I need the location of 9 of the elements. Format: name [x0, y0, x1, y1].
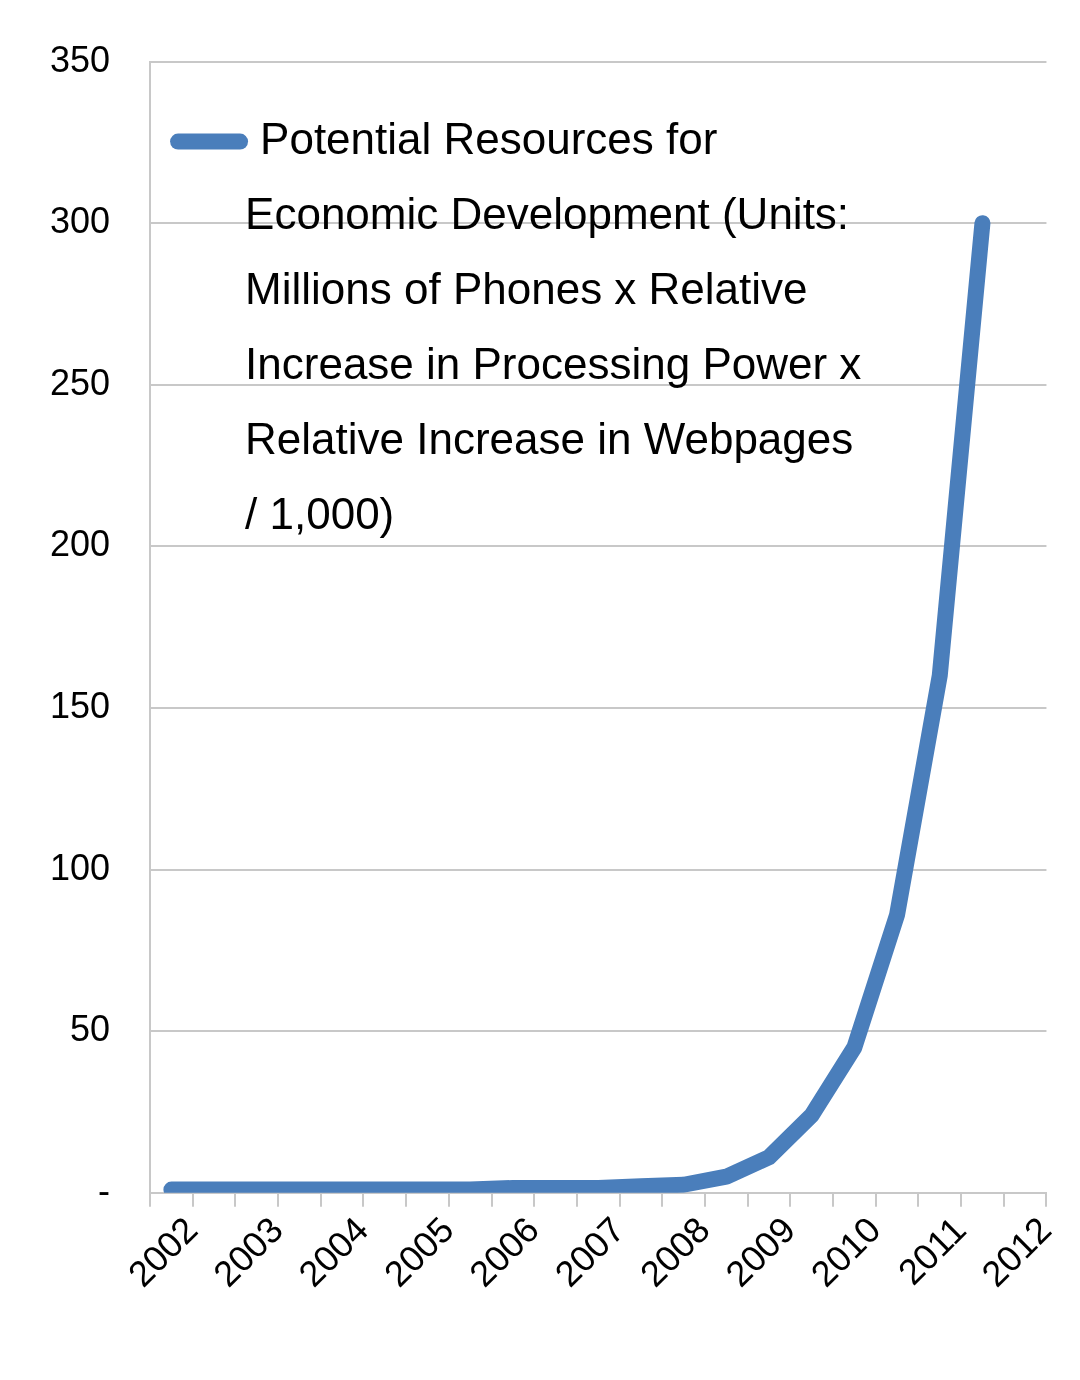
y-tick-label: - [98, 1169, 111, 1211]
y-tick-label: 50 [70, 1008, 111, 1050]
y-tick-label: 100 [49, 846, 111, 888]
y-tick-label: 350 [49, 38, 111, 80]
legend-label: Potential Resources for Economic Development (Units: Millions of Phones x Relative Increase in Processing Power x Relative Increase in Webpages / 1,000) [245, 113, 862, 538]
y-tick-label: 300 [49, 200, 111, 242]
y-tick-label: 250 [49, 361, 111, 403]
y-tick-label: 150 [49, 684, 111, 726]
y-tick-label: 200 [49, 523, 111, 565]
